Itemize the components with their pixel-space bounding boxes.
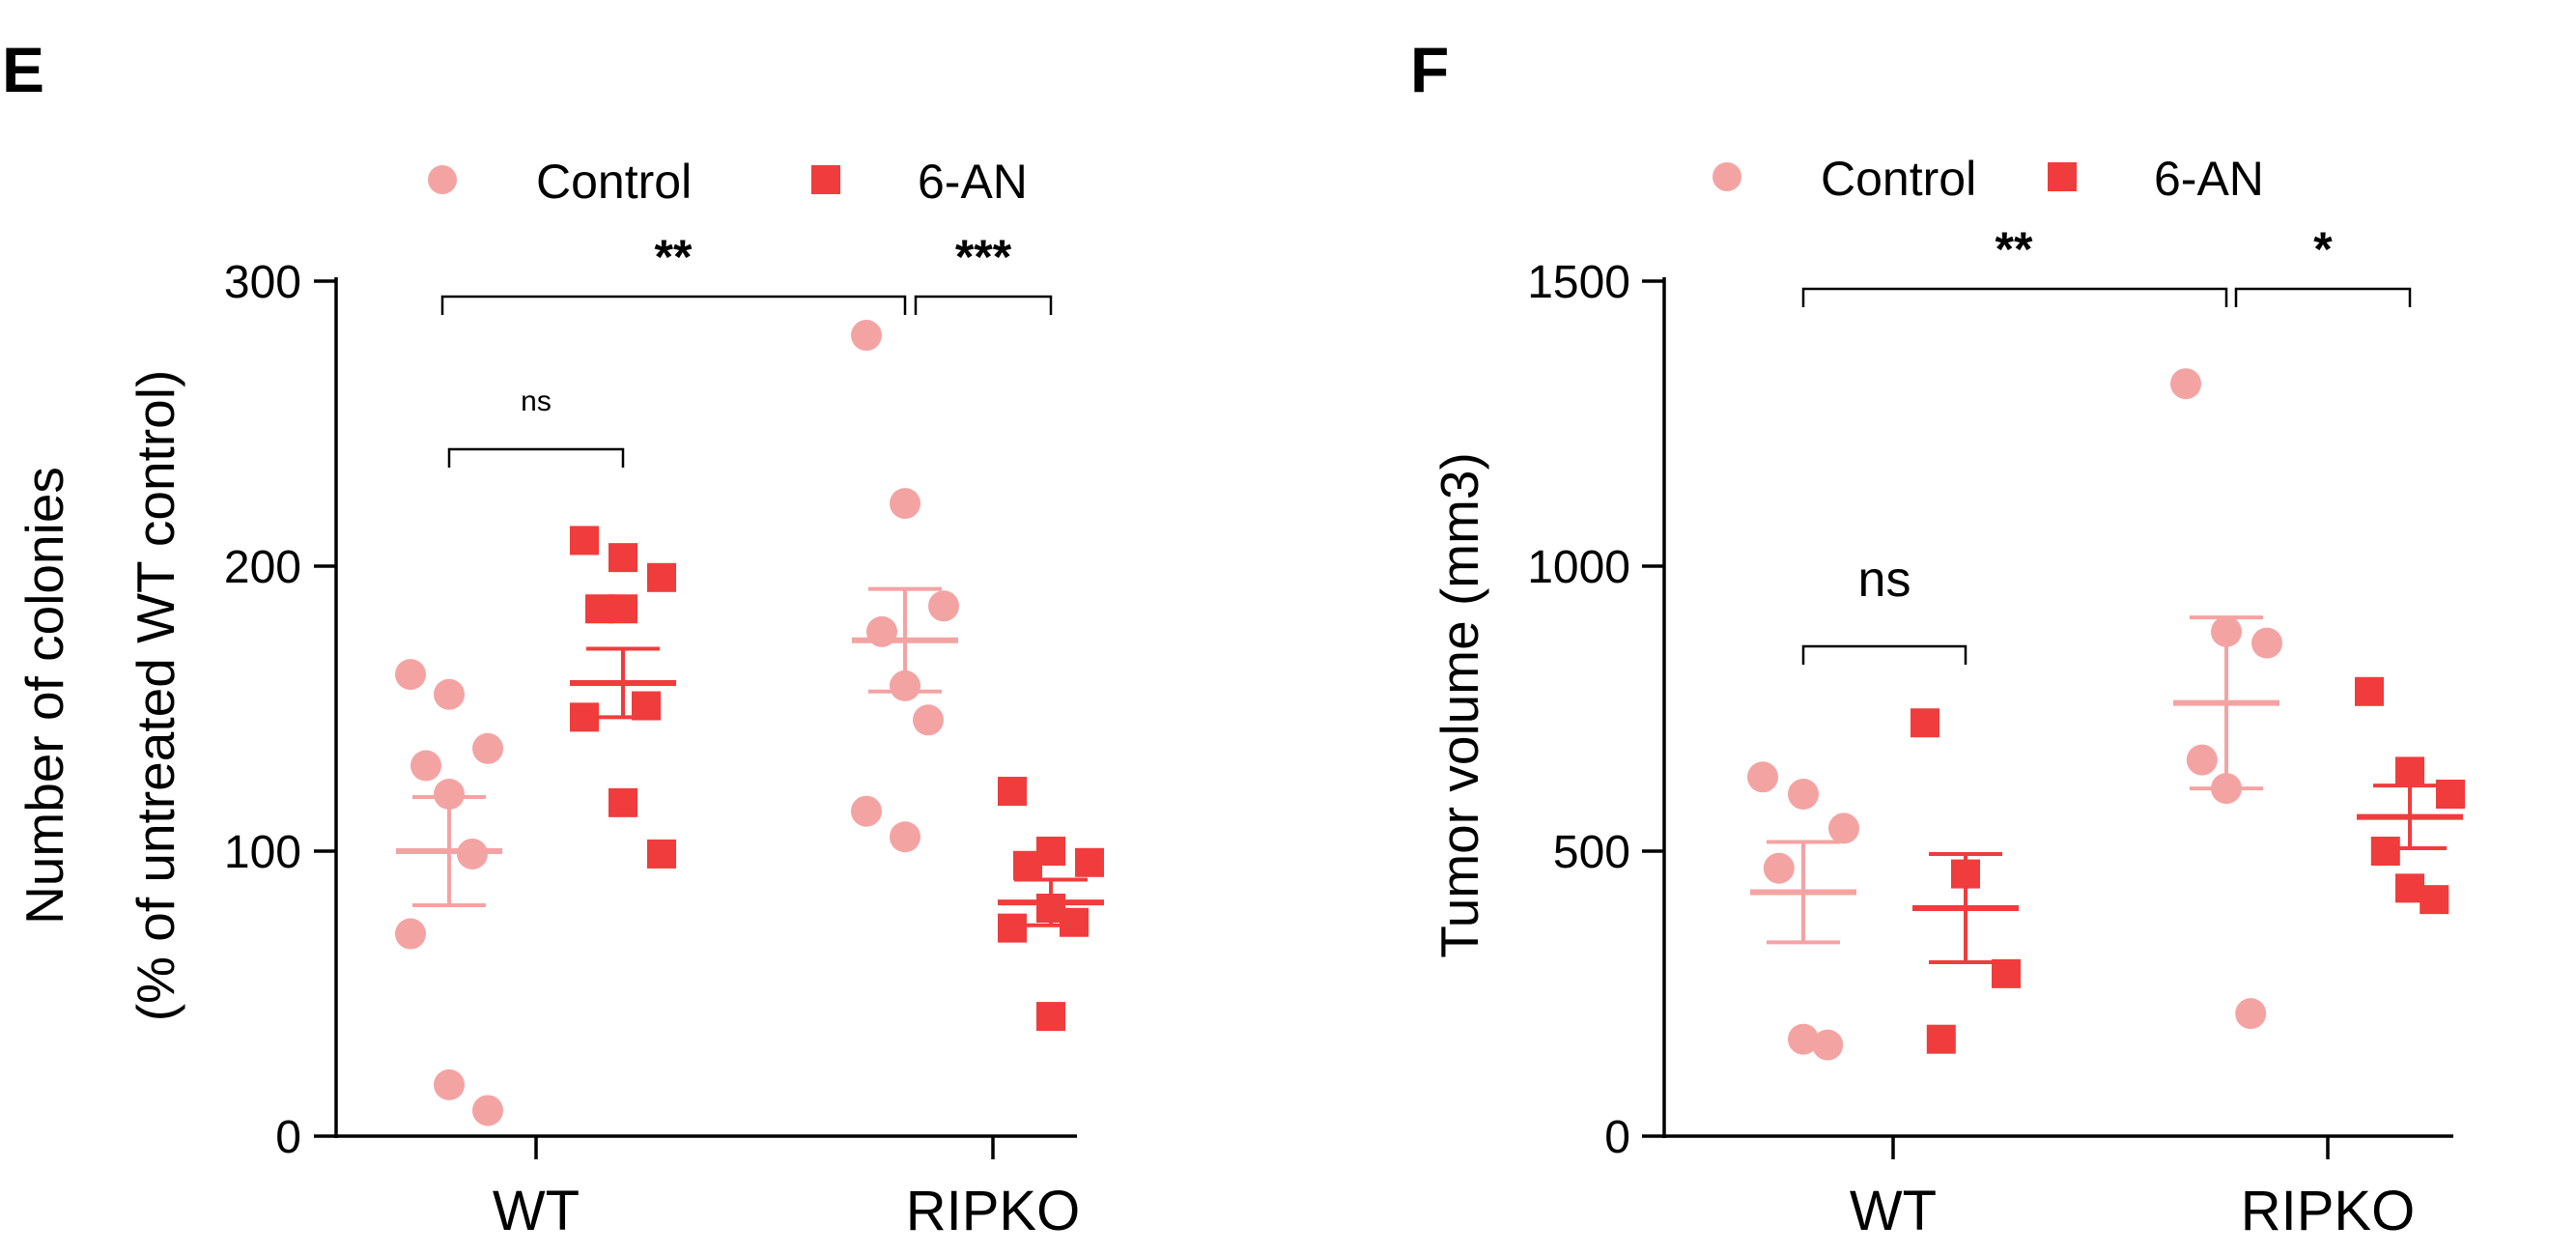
- y-tick-label-f-0: 0: [1604, 1112, 1630, 1163]
- point-e-ripko-6an-5: [1060, 907, 1089, 937]
- point-e-ripko-control-0: [851, 320, 882, 352]
- y-tick-label-f-1500: 1500: [1527, 257, 1630, 308]
- point-e-ripko-control-6: [851, 795, 882, 827]
- significance-label-e-wt-ripko: **: [655, 230, 693, 284]
- significance-bracket-f-ripko: *: [2234, 222, 2412, 307]
- point-f-ripko-control-3: [2186, 744, 2218, 776]
- significance-bracket-e-wt: ns: [447, 385, 625, 468]
- y-tick-label-e-0: 0: [275, 1112, 301, 1163]
- point-e-wt-6an-7: [609, 787, 637, 817]
- legend-control-marker-e: [428, 165, 457, 194]
- x-category-label-f-ripko: RIPKO: [2241, 1180, 2416, 1242]
- panel-letter-e: E: [2, 34, 44, 105]
- point-e-wt-control-7: [434, 1069, 465, 1100]
- legend-6an-marker-e: [811, 165, 840, 194]
- point-f-wt-control-2: [1828, 812, 1859, 844]
- point-f-ripko-6an-4: [2395, 873, 2424, 903]
- x-category-label-e-ripko: RIPKO: [906, 1180, 1081, 1242]
- point-f-ripko-control-5: [2235, 998, 2267, 1030]
- y-tick-label-e-300: 300: [224, 257, 301, 308]
- data-marks-e: [395, 320, 1104, 1126]
- point-f-wt-control-0: [1747, 761, 1778, 793]
- point-e-ripko-6an-2: [1075, 847, 1104, 877]
- point-f-ripko-6an-0: [2355, 676, 2384, 706]
- point-f-ripko-control-0: [2170, 368, 2201, 400]
- x-category-label-e-wt: WT: [493, 1180, 580, 1242]
- significance-label-e-wt: ns: [521, 385, 552, 417]
- y-tick-label-f-500: 500: [1553, 827, 1630, 878]
- point-e-wt-control-6: [395, 918, 426, 950]
- legend-control-label-e: Control: [536, 155, 692, 209]
- point-e-ripko-6an-6: [998, 913, 1027, 943]
- point-f-ripko-6an-1: [2395, 756, 2424, 786]
- legend-6an-label-f: 6-AN: [2154, 152, 2264, 206]
- significance-bracket-e-ripko: ***: [914, 230, 1053, 315]
- point-e-ripko-control-5: [913, 704, 944, 736]
- point-e-ripko-6an-3: [1013, 850, 1042, 880]
- point-f-ripko-control-2: [2251, 627, 2282, 659]
- point-e-wt-control-2: [472, 732, 503, 764]
- point-e-wt-6an-8: [647, 839, 676, 869]
- significance-label-e-ripko: ***: [955, 230, 1012, 284]
- point-e-ripko-control-1: [890, 488, 920, 520]
- point-e-ripko-6an-7: [1036, 1002, 1065, 1032]
- legend-6an-marker-f: [2048, 162, 2077, 191]
- point-f-ripko-6an-5: [2420, 885, 2449, 915]
- y-tick-label-e-100: 100: [224, 827, 301, 878]
- significance-label-f-wt-ripko: **: [1996, 222, 2033, 276]
- point-e-wt-control-8: [472, 1095, 503, 1126]
- point-e-wt-6an-4: [609, 594, 637, 624]
- panel-f: F Control 6-AN Tumor volume (mm3) 0 500 …: [1410, 34, 2465, 1242]
- point-f-wt-control-3: [1763, 852, 1795, 884]
- x-category-label-f-wt: WT: [1850, 1180, 1937, 1242]
- point-e-wt-6an-0: [570, 526, 599, 556]
- significance-bracket-e-wt-ripko: **: [440, 230, 907, 315]
- point-e-ripko-6an-0: [998, 777, 1027, 807]
- significance-bracket-f-wt-ripko: **: [1801, 222, 2228, 307]
- y-axis-title-line2-e: (% of untreated WT control): [126, 370, 185, 1022]
- point-f-wt-control-1: [1788, 779, 1819, 810]
- legend-f: Control 6-AN: [1713, 152, 2264, 206]
- significance-label-f-ripko: *: [2313, 222, 2333, 276]
- y-axis-title-f: Tumor volume (mm3): [1430, 452, 1489, 958]
- point-e-wt-6an-1: [609, 543, 637, 573]
- legend-control-label-f: Control: [1821, 152, 1976, 206]
- point-e-wt-control-1: [434, 678, 465, 710]
- point-e-ripko-control-2: [928, 590, 959, 622]
- y-tick-label-f-1000: 1000: [1527, 542, 1630, 593]
- point-f-ripko-6an-3: [2370, 837, 2400, 866]
- legend-control-marker-f: [1713, 162, 1741, 191]
- point-f-wt-6an-0: [1911, 708, 1939, 738]
- data-marks-f: [1747, 368, 2465, 1061]
- point-f-wt-control-5: [1812, 1029, 1844, 1061]
- panel-e: E Control 6-AN Number of colonies (% of …: [2, 34, 1104, 1242]
- panel-letter-f: F: [1410, 34, 1449, 105]
- significance-bracket-f-wt: ns: [1801, 552, 1967, 665]
- point-e-wt-6an-2: [647, 562, 676, 592]
- point-e-wt-control-0: [395, 659, 426, 691]
- legend-6an-label-e: 6-AN: [918, 155, 1028, 209]
- legend-e: Control 6-AN: [428, 155, 1028, 209]
- significance-label-f-wt: ns: [1858, 552, 1911, 608]
- point-f-wt-control-4: [1788, 1023, 1819, 1055]
- point-f-wt-6an-3: [1926, 1024, 1956, 1054]
- point-e-ripko-control-7: [890, 821, 920, 853]
- point-e-wt-control-3: [410, 750, 441, 782]
- point-e-wt-control-4: [434, 779, 465, 810]
- y-tick-label-e-200: 200: [224, 542, 301, 593]
- y-axis-title-line1-e: Number of colonies: [14, 467, 74, 925]
